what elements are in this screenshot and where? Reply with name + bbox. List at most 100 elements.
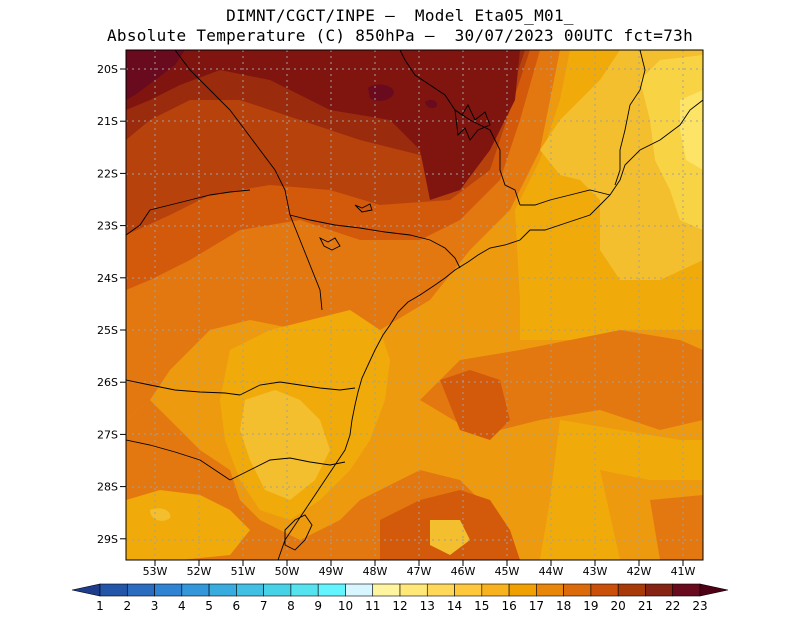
lon-label: 47W <box>407 565 432 578</box>
lon-label: 46W <box>451 565 476 578</box>
colorbar-segment <box>126 583 155 597</box>
lon-label: 45W <box>495 565 520 578</box>
colorbar-label: 10 <box>338 599 353 613</box>
lon-label: 44W <box>539 565 564 578</box>
field-zone-16-southwest <box>126 490 250 560</box>
colorbar-label: 12 <box>392 599 407 613</box>
colorbar-segment <box>317 583 346 597</box>
colorbar-segment <box>154 583 183 597</box>
border-ms-west <box>126 189 251 236</box>
border-argentina <box>126 379 241 396</box>
colorbar-label: 7 <box>260 599 268 613</box>
colorbar-label: 19 <box>583 599 598 613</box>
colorbar-segment <box>508 583 537 597</box>
colorbar-segment <box>563 583 592 597</box>
lagoa-dos-patos <box>284 514 313 551</box>
colorbar-label: 23 <box>692 599 707 613</box>
lon-label: 48W <box>363 565 388 578</box>
colorbar-segment <box>290 583 319 597</box>
field-zone-15-southwest <box>150 508 171 521</box>
colorbar-segment <box>208 583 237 597</box>
border-argentina-rs <box>126 439 231 481</box>
colorbar-segment <box>181 583 210 597</box>
lat-label: 25S <box>97 324 118 337</box>
colorbar-label: 2 <box>123 599 131 613</box>
colorbar-arrow-high <box>699 583 729 597</box>
colorbar-label: 15 <box>474 599 489 613</box>
lat-label: 21S <box>97 115 118 128</box>
colorbar-label: 13 <box>420 599 435 613</box>
map-title-line-2: Absolute Temperature (C) 850hPa – 30/07/… <box>106 26 694 45</box>
colorbar-segment <box>236 583 264 597</box>
border-ms-sp <box>174 50 291 216</box>
coastline <box>277 99 703 560</box>
colorbar-label: 11 <box>365 599 380 613</box>
reservoir-2 <box>354 203 373 213</box>
lon-label: 43W <box>583 565 608 578</box>
colorbar-segment <box>481 583 510 597</box>
colorbar-segment <box>536 583 564 597</box>
colorbar-label: 3 <box>151 599 159 613</box>
colorbar-segment <box>426 583 455 597</box>
lon-label: 41W <box>671 565 696 578</box>
longitude-axis: 53W 52W 51W 50W 49W 48W 47W 46W 45W 44W 43W 42W 41W <box>143 560 696 578</box>
border-mg-es <box>614 50 646 186</box>
lat-label: 26S <box>97 376 118 389</box>
colorbar-label: 8 <box>287 599 295 613</box>
colorbar-segment <box>263 583 292 597</box>
colorbar-label: 22 <box>665 599 680 613</box>
colorbar-label: 5 <box>205 599 213 613</box>
colorbar-segment <box>454 583 483 597</box>
colorbar-segment <box>399 583 428 597</box>
lon-label: 42W <box>627 565 652 578</box>
lon-label: 49W <box>319 565 344 578</box>
lat-label: 22S <box>97 167 118 180</box>
colorbar-label: 21 <box>638 599 653 613</box>
border-sp-mg <box>399 50 521 206</box>
lon-label: 51W <box>231 565 256 578</box>
map-title-line-1: DIMNT/CGCT/INPE – Model Eta05_M01_ <box>226 6 574 25</box>
colorbar-label: 1 <box>96 599 104 613</box>
field-zone-18-se <box>650 495 703 560</box>
border-ms-pr <box>289 214 323 311</box>
colorbar-label: 20 <box>611 599 626 613</box>
plot-frame <box>125 49 704 561</box>
colorbar-segment <box>672 583 701 597</box>
colorbar-label: 9 <box>314 599 322 613</box>
colorbar-label: 4 <box>178 599 186 613</box>
field-zone-15-interior <box>240 390 330 500</box>
lat-label: 23S <box>97 220 118 233</box>
colorbar-label: 17 <box>529 599 544 613</box>
colorbar-label: 6 <box>233 599 241 613</box>
field-zone-22 <box>126 50 520 200</box>
coastline-and-borders <box>126 50 703 560</box>
field-zone-23-blob2 <box>425 99 438 109</box>
field-zone-19-ocean <box>440 370 510 440</box>
colorbar-segment <box>372 583 401 597</box>
colorbar-label: 16 <box>501 599 516 613</box>
colorbar-segment <box>645 583 674 597</box>
lat-label: 20S <box>97 63 118 76</box>
graticule <box>126 50 703 560</box>
temperature-field <box>126 50 703 560</box>
lon-label: 52W <box>187 565 212 578</box>
temperature-colorbar: 1 2 3 4 5 6 7 8 9 10 11 12 13 14 15 16 17 18 19 20 21 22 23 <box>71 583 729 613</box>
lon-label: 53W <box>143 565 168 578</box>
lon-label: 50W <box>275 565 300 578</box>
colorbar-segment <box>617 583 646 597</box>
field-zone-13-ne <box>680 90 703 170</box>
colorbar-segment <box>590 583 619 597</box>
lat-label: 24S <box>97 272 118 285</box>
field-zone-15-ocean-south <box>430 520 470 555</box>
colorbar-label: 18 <box>556 599 571 613</box>
reservoir <box>318 236 341 251</box>
colorbar-arrow-low <box>71 583 101 597</box>
lake-furnas <box>454 104 491 141</box>
lat-label: 29S <box>97 533 118 546</box>
border-pr-sc <box>239 381 356 396</box>
lat-label: 28S <box>97 481 118 494</box>
field-zone-23-blob1 <box>368 84 394 101</box>
colorbar-segment <box>99 583 128 597</box>
border-mg-rj <box>520 189 611 206</box>
